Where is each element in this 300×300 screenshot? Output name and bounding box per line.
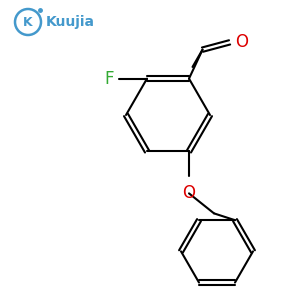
Text: F: F [104,70,114,88]
Text: O: O [182,184,196,202]
Text: O: O [236,33,249,51]
Text: K: K [23,16,33,28]
Text: Kuujia: Kuujia [46,15,95,29]
